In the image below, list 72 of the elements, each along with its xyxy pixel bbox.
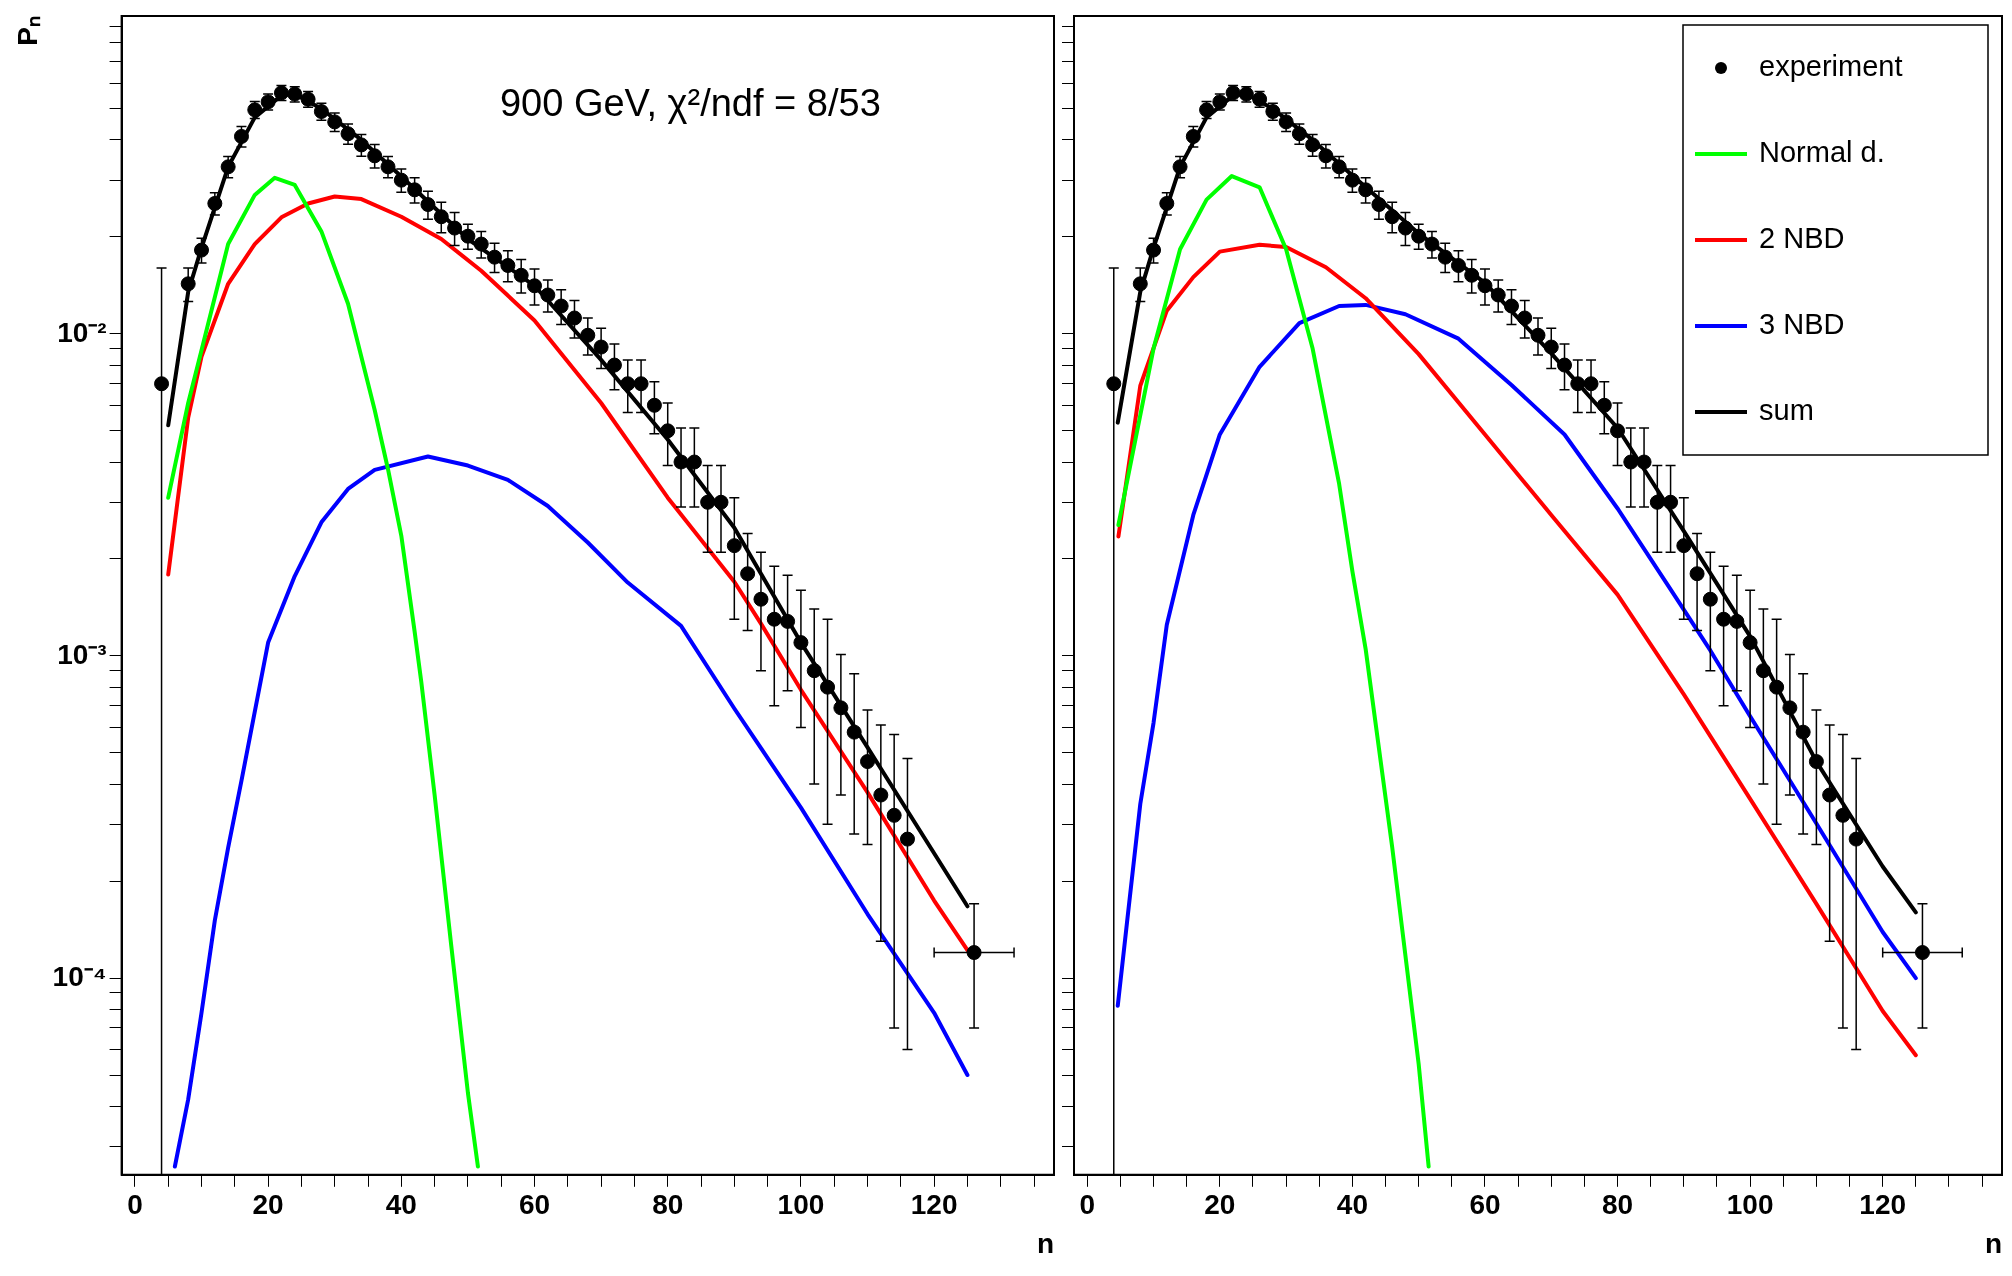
- point: [1450, 258, 1466, 273]
- point: [660, 423, 676, 439]
- x-tick-label: 0: [1079, 1189, 1096, 1221]
- x-tick-label: 100: [1726, 1189, 1774, 1221]
- x-tick-label: 80: [652, 1189, 684, 1221]
- point: [1557, 357, 1573, 373]
- point: [1146, 242, 1162, 258]
- point: [433, 209, 449, 225]
- point: [726, 538, 742, 554]
- point: [1543, 339, 1559, 355]
- legend-label: 2 NBD: [1759, 222, 1845, 254]
- annotation: 900 GeV, χ²/ndf = 8/53: [499, 82, 881, 125]
- point: [353, 137, 369, 153]
- x-tick-label: 120: [1859, 1189, 1907, 1221]
- point: [740, 566, 756, 582]
- point: [646, 397, 662, 413]
- point: [407, 182, 423, 198]
- point: [899, 831, 915, 847]
- point: [1755, 663, 1771, 679]
- point: [1358, 182, 1374, 198]
- point: [367, 148, 383, 164]
- point: [1702, 591, 1718, 607]
- point: [1185, 128, 1201, 144]
- legend-label: experiment: [1759, 50, 1903, 82]
- point: [1610, 423, 1626, 439]
- point: [686, 454, 702, 470]
- legend-label: 3 NBD: [1759, 308, 1845, 340]
- legend-label: sum: [1759, 394, 1814, 426]
- legend-label: Normal d.: [1759, 136, 1885, 168]
- point: [1411, 228, 1427, 244]
- point: [606, 357, 622, 373]
- x-tick-label: 40: [385, 1189, 417, 1221]
- y-axis-title: Pₙ: [11, 16, 43, 46]
- x-tick-label: 20: [252, 1189, 284, 1221]
- point: [194, 242, 210, 258]
- point: [233, 128, 249, 144]
- point: [1716, 611, 1732, 627]
- x-tick-label: 100: [777, 1189, 825, 1221]
- point: [700, 494, 716, 510]
- point: [1596, 397, 1612, 413]
- point: [447, 220, 463, 236]
- x-tick-label: 120: [910, 1189, 958, 1221]
- point: [1808, 754, 1824, 770]
- x-tick-label: 80: [1601, 1189, 1634, 1221]
- point: [1663, 494, 1679, 510]
- point: [860, 754, 876, 770]
- point: [487, 249, 503, 265]
- point: [1517, 310, 1533, 326]
- point: [1397, 220, 1413, 236]
- y-tick-label: 10⁻²: [57, 316, 107, 348]
- point: [1344, 172, 1360, 188]
- point: [780, 613, 796, 629]
- x-tick-label: 20: [1204, 1189, 1236, 1221]
- y-tick-label: 10⁻³: [57, 638, 107, 670]
- y-tick-label: 10⁻⁴: [52, 960, 107, 992]
- point: [393, 172, 409, 188]
- x-axis-title: n: [1984, 1227, 2002, 1259]
- x-axis-title: n: [1036, 1227, 1054, 1259]
- point: [1132, 276, 1148, 292]
- point: [1464, 267, 1480, 283]
- point: [1503, 298, 1519, 314]
- point: [820, 679, 836, 695]
- point: [1769, 679, 1785, 695]
- point: [1305, 137, 1321, 153]
- x-tick-label: 0: [127, 1189, 143, 1221]
- x-tick-label: 60: [518, 1189, 551, 1221]
- x-tick-label: 60: [1469, 1189, 1501, 1221]
- x-tick-label: 40: [1336, 1189, 1368, 1221]
- point: [527, 278, 543, 294]
- point: [566, 310, 582, 326]
- point: [1822, 787, 1838, 803]
- point: [154, 376, 170, 392]
